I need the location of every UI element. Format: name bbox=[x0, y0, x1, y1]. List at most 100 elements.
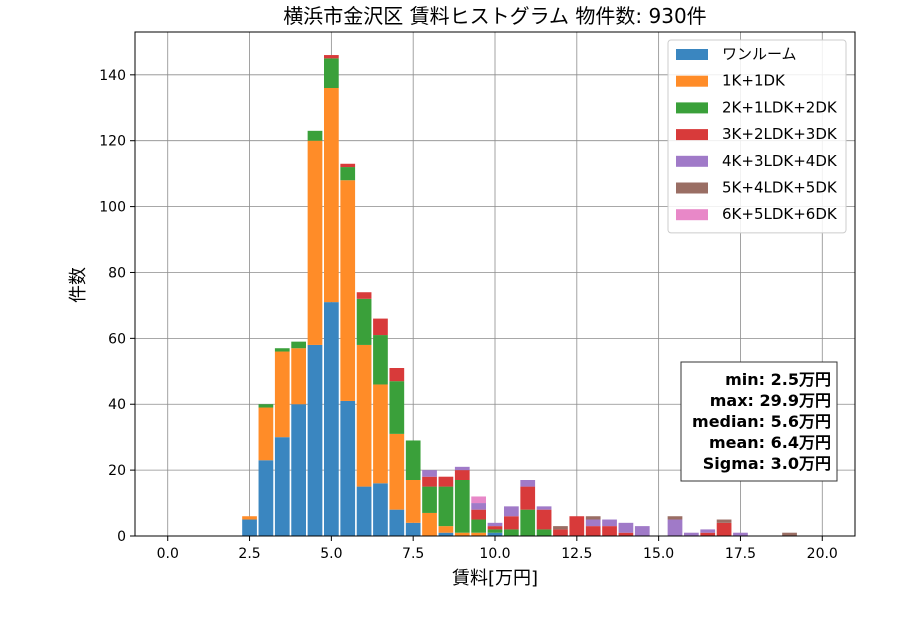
legend-label: 6K+5LDK+6DK bbox=[722, 205, 838, 223]
histogram-bar-segment bbox=[471, 532, 486, 536]
histogram-bar-segment bbox=[389, 509, 405, 536]
y-axis-label: 件数 bbox=[68, 267, 89, 303]
histogram-bar-segment bbox=[242, 519, 257, 536]
legend-swatch bbox=[676, 129, 708, 141]
legend: ワンルーム 1K+1DK 2K+1LDK+2DK 3K+2LDK+3DK 4K+3LDK… bbox=[667, 39, 847, 234]
histogram-bar-segment bbox=[389, 381, 405, 434]
histogram-bar-segment bbox=[733, 532, 748, 536]
histogram-bar-segment bbox=[700, 532, 716, 536]
histogram-bar-segment bbox=[274, 348, 290, 352]
legend-label: 2K+1LDK+2DK bbox=[722, 98, 838, 116]
histogram-bar-segment bbox=[324, 302, 339, 536]
legend-label: 3K+2LDK+3DK bbox=[722, 125, 838, 143]
stats-line: min: 2.5万円 bbox=[725, 370, 831, 389]
histogram-bar-segment bbox=[602, 519, 617, 527]
histogram-bar-segment bbox=[782, 532, 797, 536]
y-tick-label: 140 bbox=[99, 68, 126, 84]
histogram-bar-segment bbox=[356, 344, 372, 487]
histogram-bar-segment bbox=[324, 55, 339, 59]
histogram-bar-segment bbox=[438, 532, 454, 536]
legend-swatch bbox=[676, 155, 708, 167]
histogram-bar-segment bbox=[585, 516, 601, 520]
histogram-bars bbox=[242, 55, 797, 536]
histogram-bar-segment bbox=[422, 476, 437, 487]
stats-line: mean: 6.4万円 bbox=[709, 433, 831, 452]
y-tick-label: 0 bbox=[117, 529, 126, 545]
histogram-bar-segment bbox=[487, 529, 503, 533]
histogram-bar-segment bbox=[504, 506, 519, 517]
histogram-bar-segment bbox=[307, 130, 323, 141]
histogram-bar-segment bbox=[667, 516, 683, 520]
histogram-bar-segment bbox=[324, 58, 339, 88]
histogram-bar-segment bbox=[242, 516, 257, 520]
stats-line: median: 5.6万円 bbox=[692, 412, 831, 431]
histogram-bar-segment bbox=[520, 509, 536, 536]
histogram-bar-segment bbox=[258, 407, 274, 461]
histogram-bar-segment bbox=[618, 522, 634, 533]
histogram-bar-segment bbox=[291, 348, 306, 405]
histogram-bar-segment bbox=[569, 516, 585, 536]
legend-label: 1K+1DK bbox=[722, 72, 786, 90]
histogram-bar-segment bbox=[438, 526, 454, 533]
x-tick-label: 5.0 bbox=[320, 546, 342, 562]
histogram-bar-segment bbox=[454, 480, 470, 533]
y-tick-label: 20 bbox=[108, 463, 126, 479]
axis-ticks: 0.0 2.5 5.0 7.5 10.0 12.5 15.0 17.5 20.0 0 20 40 60 8… bbox=[99, 68, 838, 562]
histogram-bar-segment bbox=[716, 522, 732, 536]
legend-label: ワンルーム bbox=[722, 45, 797, 63]
legend-box bbox=[667, 39, 847, 234]
legend-swatch bbox=[676, 209, 708, 221]
stats-line: max: 29.9万円 bbox=[710, 391, 831, 410]
x-tick-label: 20.0 bbox=[807, 546, 838, 562]
histogram-bar-segment bbox=[520, 480, 536, 487]
histogram-bar-segment bbox=[422, 486, 437, 513]
histogram-bar-segment bbox=[258, 404, 274, 408]
histogram-bar-segment bbox=[405, 480, 421, 523]
histogram-bar-segment bbox=[618, 532, 634, 536]
histogram-bar-segment bbox=[471, 496, 486, 504]
histogram-bar-segment bbox=[324, 88, 339, 303]
histogram-bar-segment bbox=[389, 368, 405, 382]
histogram-bar-segment bbox=[684, 532, 699, 536]
x-tick-label: 0.0 bbox=[157, 546, 179, 562]
legend-label: 5K+4LDK+5DK bbox=[722, 179, 838, 197]
y-tick-label: 60 bbox=[108, 331, 126, 347]
histogram-bar-segment bbox=[356, 292, 372, 299]
legend-swatch bbox=[676, 75, 708, 87]
legend-label: 4K+3LDK+4DK bbox=[722, 152, 838, 170]
histogram-bar-segment bbox=[422, 470, 437, 477]
x-tick-label: 10.0 bbox=[479, 546, 510, 562]
histogram-bar-segment bbox=[471, 509, 486, 520]
histogram-bar-segment bbox=[520, 486, 536, 510]
histogram-bar-segment bbox=[716, 519, 732, 523]
histogram-bar-segment bbox=[422, 512, 437, 536]
histogram-bar-segment bbox=[258, 460, 274, 536]
histogram-bar-segment bbox=[389, 433, 405, 510]
histogram-bar-segment bbox=[307, 140, 323, 345]
histogram-bar-segment bbox=[553, 526, 568, 530]
x-tick-label: 15.0 bbox=[643, 546, 674, 562]
histogram-bar-segment bbox=[274, 351, 290, 438]
histogram-bar-segment bbox=[340, 400, 356, 536]
legend-swatch bbox=[676, 49, 708, 60]
x-tick-label: 7.5 bbox=[402, 546, 424, 562]
histogram-bar-segment bbox=[454, 470, 470, 480]
histogram-bar-segment bbox=[504, 529, 519, 536]
histogram-bar-segment bbox=[536, 509, 552, 530]
histogram-bar-segment bbox=[471, 519, 486, 533]
stats-line: Sigma: 3.0万円 bbox=[703, 454, 831, 473]
histogram-bar-segment bbox=[700, 529, 716, 533]
x-tick-label: 12.5 bbox=[561, 546, 592, 562]
histogram-bar-segment bbox=[585, 526, 601, 536]
histogram-bar-segment bbox=[487, 526, 503, 530]
stats-box: min: 2.5万円 max: 29.9万円 median: 5.6万円 mean: … bbox=[680, 361, 838, 482]
histogram-bar-segment bbox=[274, 437, 290, 536]
histogram-bar-segment bbox=[340, 163, 356, 168]
histogram-bar-segment bbox=[356, 298, 372, 345]
histogram-bar-segment bbox=[487, 522, 503, 527]
stats-box-frame bbox=[680, 361, 838, 482]
histogram-bar-segment bbox=[373, 384, 388, 484]
histogram-bar-segment bbox=[585, 519, 601, 527]
y-tick-label: 40 bbox=[108, 397, 126, 413]
